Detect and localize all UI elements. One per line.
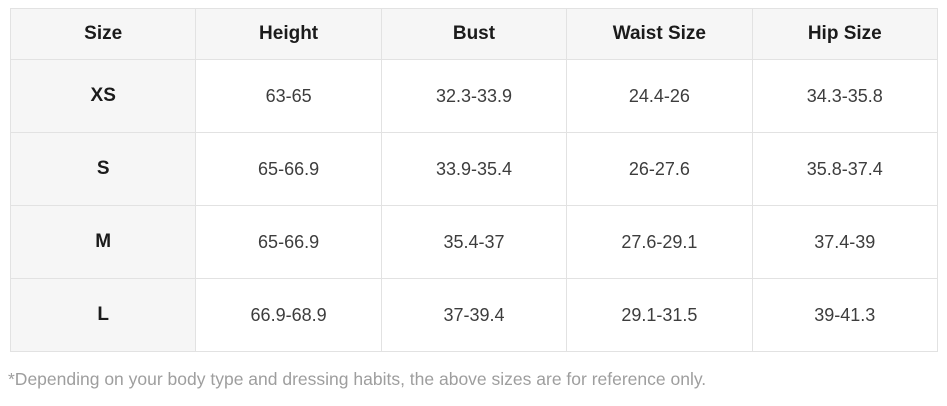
cell-xs-bust: 32.3-33.9 xyxy=(380,59,568,133)
cell-m-bust: 35.4-37 xyxy=(380,205,568,279)
cell-s-waist: 26-27.6 xyxy=(566,132,753,206)
cell-s-hip: 35.8-37.4 xyxy=(751,132,939,206)
row-label-xs: XS xyxy=(9,59,197,133)
cell-s-bust: 33.9-35.4 xyxy=(380,132,568,206)
footnote: *Depending on your body type and dressin… xyxy=(8,369,707,389)
table-row-s: S 65-66.9 33.9-35.4 26-27.6 35.8-37.4 xyxy=(9,132,939,206)
cell-l-bust: 37-39.4 xyxy=(380,278,568,352)
size-chart-table: Size Height Bust Waist Size Hip Size XS … xyxy=(9,8,939,352)
column-header-height: Height xyxy=(195,8,382,60)
header-row: Size Height Bust Waist Size Hip Size xyxy=(9,8,939,60)
row-label-s: S xyxy=(9,132,197,206)
cell-l-waist: 29.1-31.5 xyxy=(566,278,753,352)
cell-m-hip: 37.4-39 xyxy=(751,205,939,279)
table-row-l: L 66.9-68.9 37-39.4 29.1-31.5 39-41.3 xyxy=(9,278,939,352)
cell-xs-waist: 24.4-26 xyxy=(566,59,753,133)
column-header-waist: Waist Size xyxy=(566,8,753,60)
table-row-m: M 65-66.9 35.4-37 27.6-29.1 37.4-39 xyxy=(9,205,939,279)
row-label-l: L xyxy=(9,278,197,352)
column-header-hip: Hip Size xyxy=(751,8,939,60)
table-row-xs: XS 63-65 32.3-33.9 24.4-26 34.3-35.8 xyxy=(9,59,939,133)
cell-m-waist: 27.6-29.1 xyxy=(566,205,753,279)
column-header-size: Size xyxy=(9,8,197,60)
cell-xs-hip: 34.3-35.8 xyxy=(751,59,939,133)
cell-s-height: 65-66.9 xyxy=(195,132,382,206)
column-header-bust: Bust xyxy=(380,8,568,60)
row-label-m: M xyxy=(9,205,197,279)
cell-m-height: 65-66.9 xyxy=(195,205,382,279)
cell-l-height: 66.9-68.9 xyxy=(195,278,382,352)
cell-l-hip: 39-41.3 xyxy=(751,278,939,352)
cell-xs-height: 63-65 xyxy=(195,59,382,133)
